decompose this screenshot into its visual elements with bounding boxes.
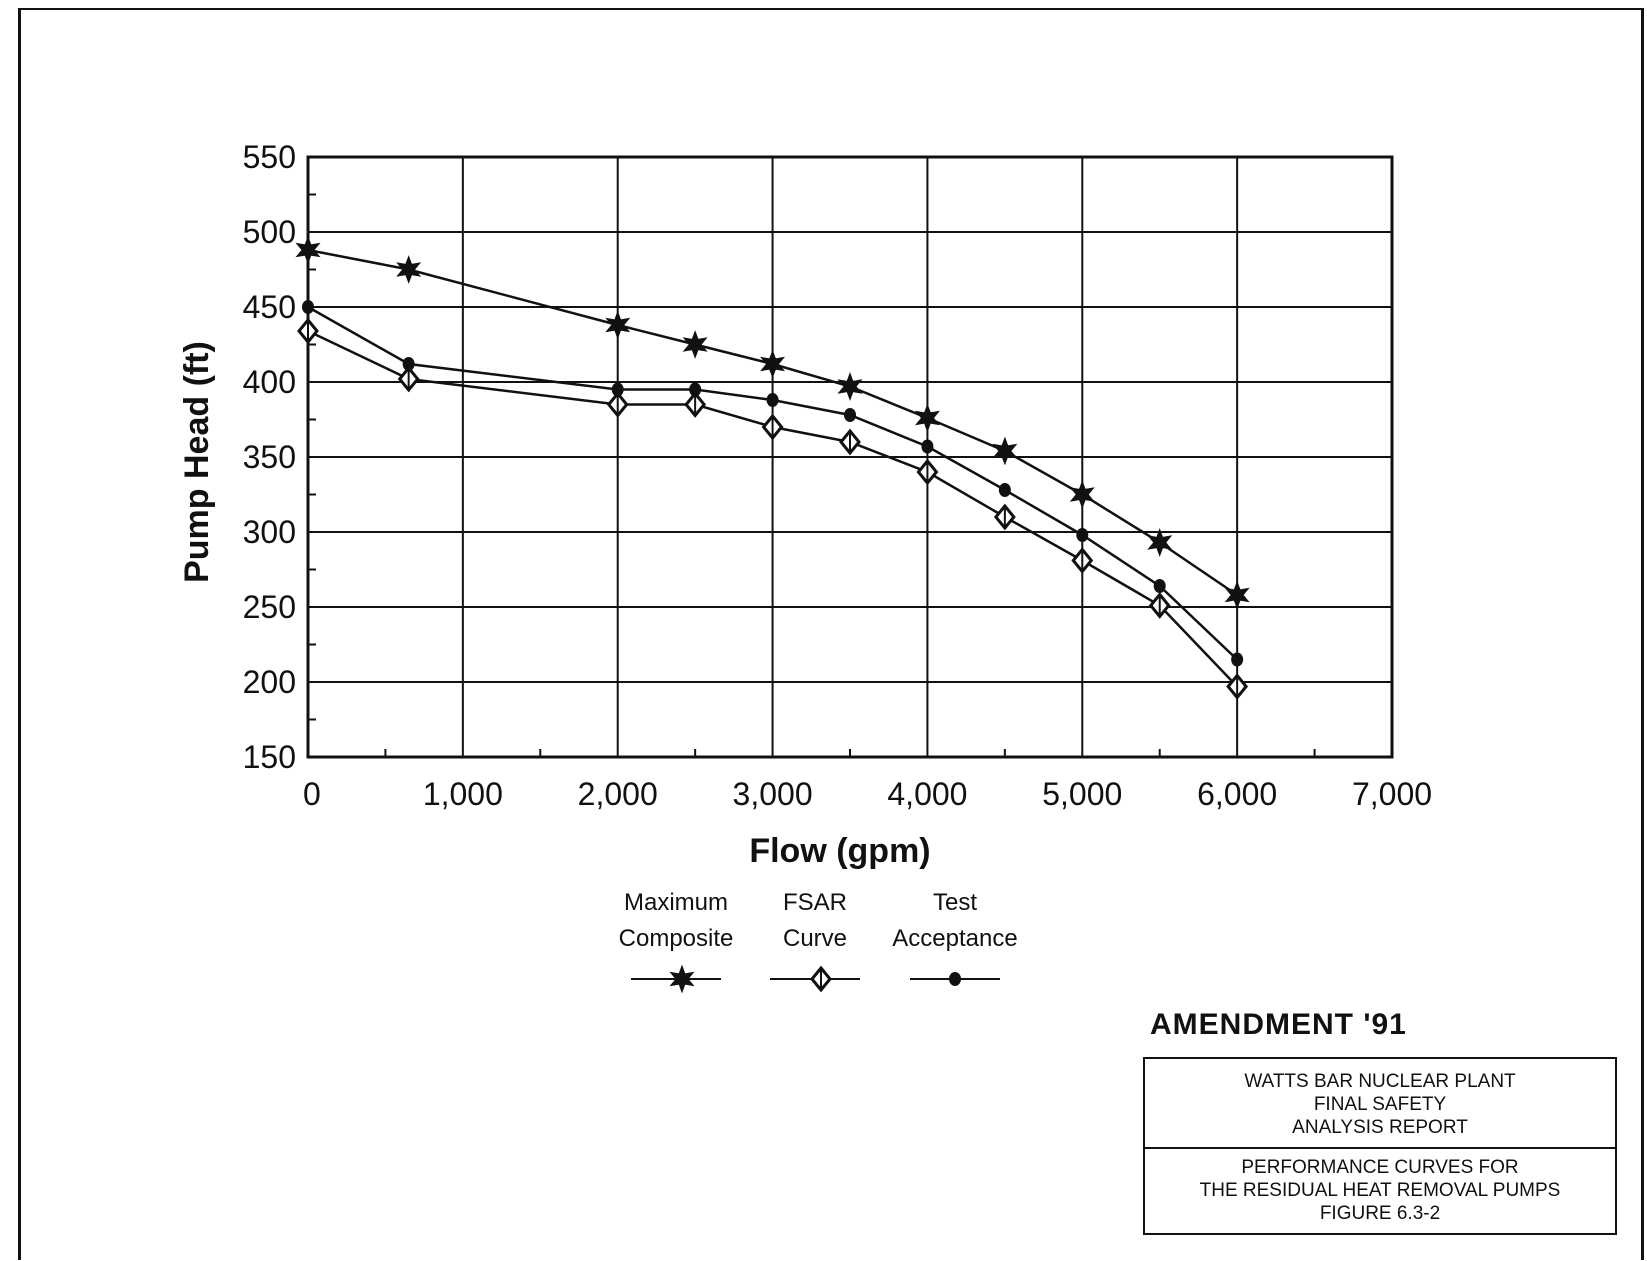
title-block-lower: PERFORMANCE CURVES FOR THE RESIDUAL HEAT… [1145,1147,1615,1233]
dot-marker [949,972,961,986]
star-marker [914,403,940,433]
series-dot [302,300,1244,667]
dot-marker [402,357,415,371]
star-marker [1069,480,1095,509]
dot-marker [302,300,314,314]
title-block-upper: WATTS BAR NUCLEAR PLANT FINAL SAFETY ANA… [1145,1059,1615,1147]
y-tick-label: 500 [243,214,296,250]
y-tick-label: 350 [243,439,296,475]
star-marker [605,310,631,340]
figure-number: FIGURE 6.3-2 [1319,1203,1441,1224]
legend-label-line2: Acceptance [892,925,1017,952]
y-tick-label: 250 [243,589,296,625]
legend-label-line2: Curve [783,925,847,952]
star-marker [295,235,321,265]
dot-marker [1231,652,1244,667]
x-tick-label: 1,000 [423,776,503,812]
report-line-1: FINAL SAFETY [1313,1094,1447,1115]
star-marker [1224,580,1250,610]
y-axis-title: Pump Head (ft) [178,341,216,583]
dot-marker [921,439,934,454]
amendment-label: AMENDMENT '91 [1150,1008,1407,1041]
star-marker [760,349,786,379]
chart-axes: 150 200 250 300 350 400 450 500 550 0 1,000 2,000 3,… [178,139,1432,870]
dot-marker [766,393,779,407]
dot-marker [998,483,1011,497]
y-tick-label: 150 [243,739,296,775]
series-diamond [297,317,1249,700]
title-block: WATTS BAR NUCLEAR PLANT FINAL SAFETY ANA… [1143,1057,1617,1235]
x-tick-label: 0 [303,776,321,812]
x-tick-label: 4,000 [887,776,967,812]
legend-item: Test Acceptance [892,889,1018,986]
y-tick-label: 300 [243,514,296,550]
chart-grid [307,156,1393,758]
y-tick-label: 200 [243,664,296,700]
star-marker [396,255,422,284]
dot-marker [1076,528,1089,542]
legend-label-line1: FSAR [783,889,847,916]
y-tick-label: 400 [243,364,296,400]
x-tick-label: 6,000 [1197,776,1277,812]
dot-marker [844,408,856,422]
y-tick-label: 450 [243,289,296,325]
report-line-2: ANALYSIS REPORT [1292,1117,1468,1138]
legend-item: Maximum Composite [619,889,734,994]
plant-name: WATTS BAR NUCLEAR PLANT [1244,1071,1516,1092]
star-marker [992,436,1018,466]
page-border [18,8,1644,1260]
legend-label-line2: Composite [619,925,734,952]
dot-marker [1153,579,1166,593]
legend-item: FSAR Curve [770,889,860,993]
figure-title-2: THE RESIDUAL HEAT REMOVAL PUMPS [1199,1180,1561,1201]
star-marker [1147,528,1173,557]
plot-frame [306,155,1394,759]
series-star [295,235,1250,610]
legend-label-line1: Maximum [624,889,728,916]
star-marker [669,964,695,994]
dot-marker [689,382,702,397]
dot-marker [611,382,624,397]
star-marker [837,372,863,401]
x-tick-label: 3,000 [733,776,813,812]
chart-legend: Maximum Composite FSAR Curve Test Acceptance [619,889,1018,994]
y-tick-label: 550 [243,139,296,175]
x-tick-label: 5,000 [1042,776,1122,812]
x-tick-label: 2,000 [578,776,658,812]
x-tick-label: 7,000 [1352,776,1432,812]
star-marker [682,330,708,359]
legend-label-line1: Test [933,889,977,916]
chart-series [295,235,1250,700]
x-axis-title: Flow (gpm) [749,832,930,870]
figure-title-1: PERFORMANCE CURVES FOR [1241,1157,1519,1178]
